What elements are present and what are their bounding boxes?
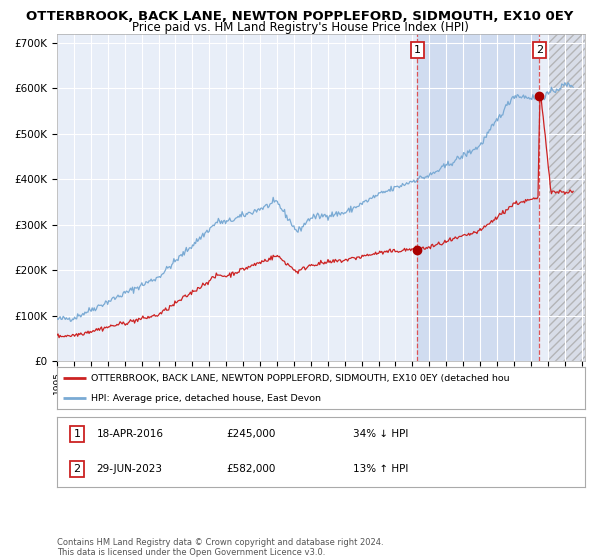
Text: 18-APR-2016: 18-APR-2016 [97,429,164,439]
Bar [548,34,585,361]
Text: 2: 2 [536,45,543,55]
Text: £582,000: £582,000 [226,464,275,474]
Text: 1: 1 [74,429,80,439]
Text: 13% ↑ HPI: 13% ↑ HPI [353,464,408,474]
Bar [548,34,585,361]
Text: 34% ↓ HPI: 34% ↓ HPI [353,429,408,439]
Text: 29-JUN-2023: 29-JUN-2023 [97,464,163,474]
Text: 1: 1 [414,45,421,55]
Text: Contains HM Land Registry data © Crown copyright and database right 2024.
This d: Contains HM Land Registry data © Crown c… [57,538,383,557]
Text: £245,000: £245,000 [226,429,275,439]
Text: HPI: Average price, detached house, East Devon: HPI: Average price, detached house, East… [91,394,322,403]
Text: Price paid vs. HM Land Registry's House Price Index (HPI): Price paid vs. HM Land Registry's House … [131,21,469,34]
Text: 2: 2 [74,464,80,474]
Text: OTTERBROOK, BACK LANE, NEWTON POPPLEFORD, SIDMOUTH, EX10 0EY: OTTERBROOK, BACK LANE, NEWTON POPPLEFORD… [26,10,574,22]
Text: OTTERBROOK, BACK LANE, NEWTON POPPLEFORD, SIDMOUTH, EX10 0EY (detached hou: OTTERBROOK, BACK LANE, NEWTON POPPLEFORD… [91,374,510,382]
Bar [418,34,539,361]
